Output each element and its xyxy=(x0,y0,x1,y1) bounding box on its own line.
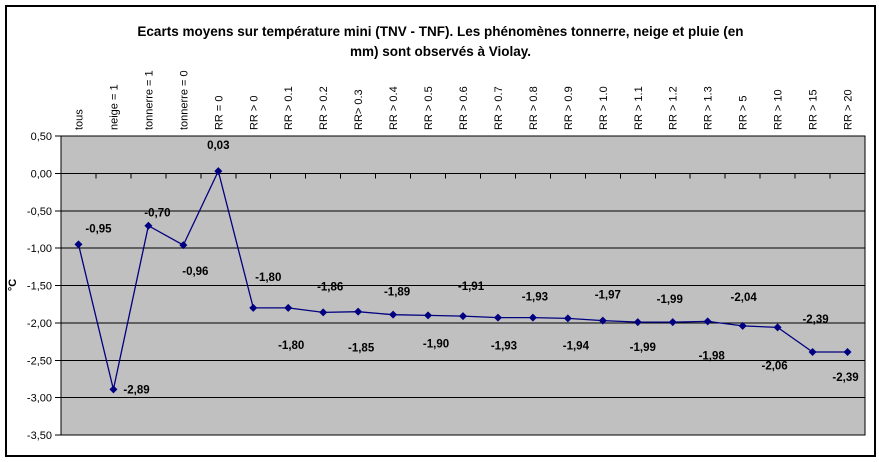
chart-title: Ecarts moyens sur température mini (TNV … xyxy=(7,22,874,62)
data-point-marker xyxy=(319,308,328,317)
data-point-label: -0,96 xyxy=(182,266,208,278)
data-point-label: -1,97 xyxy=(595,290,621,302)
category-label: tous xyxy=(73,109,85,130)
data-point-marker xyxy=(703,317,712,326)
data-point-marker xyxy=(179,241,188,250)
y-axis-title: °C xyxy=(7,279,19,291)
data-point-marker xyxy=(493,313,502,322)
category-label: RR > 0.2 xyxy=(318,86,330,130)
chart-title-line2: mm) sont observés à Violay. xyxy=(349,44,532,59)
category-label: RR > 20 xyxy=(843,89,855,130)
data-point-label: -1,99 xyxy=(630,342,656,354)
data-point-label: -1,91 xyxy=(458,281,485,293)
category-label: RR > 0.7 xyxy=(493,86,505,130)
data-point-marker xyxy=(109,385,118,394)
category-label: RR > 0.6 xyxy=(458,86,470,130)
data-point-label: -1,80 xyxy=(255,272,281,284)
data-point-marker xyxy=(808,348,817,357)
data-point-marker xyxy=(74,240,83,249)
data-point-marker xyxy=(214,167,223,176)
data-point-marker xyxy=(598,316,607,325)
data-point-marker xyxy=(633,318,642,327)
category-label: RR> 0.3 xyxy=(353,89,365,130)
data-point-label: -1,86 xyxy=(317,281,343,293)
data-point-label: -1,94 xyxy=(563,340,590,352)
category-label: RR = 0 xyxy=(213,95,225,130)
category-label: RR > 0 xyxy=(248,95,260,130)
category-label: tonnerre = 1 xyxy=(143,70,155,130)
data-point-label: -0,95 xyxy=(85,223,112,235)
y-tick-label: -1,50 xyxy=(27,281,52,293)
y-tick-label: 0,00 xyxy=(31,168,52,180)
data-point-marker xyxy=(424,311,433,320)
data-point-label: -2,06 xyxy=(761,360,787,372)
data-point-label: -2,39 xyxy=(802,314,828,326)
data-point-marker xyxy=(528,313,537,322)
category-label: RR > 1.1 xyxy=(633,86,645,130)
data-point-marker xyxy=(773,323,782,332)
data-point-marker xyxy=(249,303,258,312)
category-label: RR > 0.5 xyxy=(423,86,435,130)
data-point-label: -1,93 xyxy=(491,341,517,353)
data-point-label: -1,99 xyxy=(657,294,683,306)
y-tick-label: -2,00 xyxy=(27,318,52,330)
data-point-label: -1,90 xyxy=(423,338,449,350)
data-point-marker xyxy=(284,303,293,312)
category-label: tonnerre = 0 xyxy=(178,70,190,130)
y-tick-label: -3,00 xyxy=(27,393,52,405)
data-point-label: -1,98 xyxy=(699,350,726,362)
y-tick-label: -3,50 xyxy=(27,430,52,442)
category-label: RR > 0.9 xyxy=(563,86,575,130)
data-point-marker xyxy=(843,348,852,357)
data-point-label: -2,39 xyxy=(832,372,858,384)
category-label: RR > 15 xyxy=(808,89,820,130)
data-point-label: -2,89 xyxy=(123,384,149,396)
data-point-label: -1,85 xyxy=(348,343,375,355)
category-label: RR > 10 xyxy=(773,89,785,130)
category-label: RR > 0.4 xyxy=(388,86,400,130)
data-point-label: -1,80 xyxy=(278,340,304,352)
chart-title-line1: Ecarts moyens sur température mini (TNV … xyxy=(137,24,744,39)
y-tick-label: -1,00 xyxy=(27,243,52,255)
category-label: RR > 1.0 xyxy=(598,86,610,130)
y-tick-label: -2,50 xyxy=(27,355,52,367)
data-point-marker xyxy=(563,314,572,323)
category-label: RR > 1.2 xyxy=(668,86,680,130)
data-point-marker xyxy=(144,221,153,230)
category-label: RR > 1.3 xyxy=(703,86,715,130)
data-point-label: 0,03 xyxy=(207,140,229,152)
data-point-marker xyxy=(459,312,467,321)
data-point-label: -1,89 xyxy=(384,287,410,299)
data-point-label: -2,04 xyxy=(731,292,758,304)
data-point-marker xyxy=(668,318,677,327)
data-point-marker xyxy=(738,321,747,330)
category-label: RR > 0.8 xyxy=(528,86,540,130)
data-point-label: -1,93 xyxy=(522,292,548,304)
data-point-label: -0,70 xyxy=(144,208,170,220)
category-label: RR > 5 xyxy=(738,95,750,130)
y-tick-label: -0,50 xyxy=(27,206,52,218)
data-point-marker xyxy=(354,307,363,316)
category-label: RR > 0.1 xyxy=(283,86,295,130)
category-label: neige = 1 xyxy=(108,84,120,130)
data-point-marker xyxy=(389,310,398,319)
y-tick-label: 0,50 xyxy=(31,131,52,143)
